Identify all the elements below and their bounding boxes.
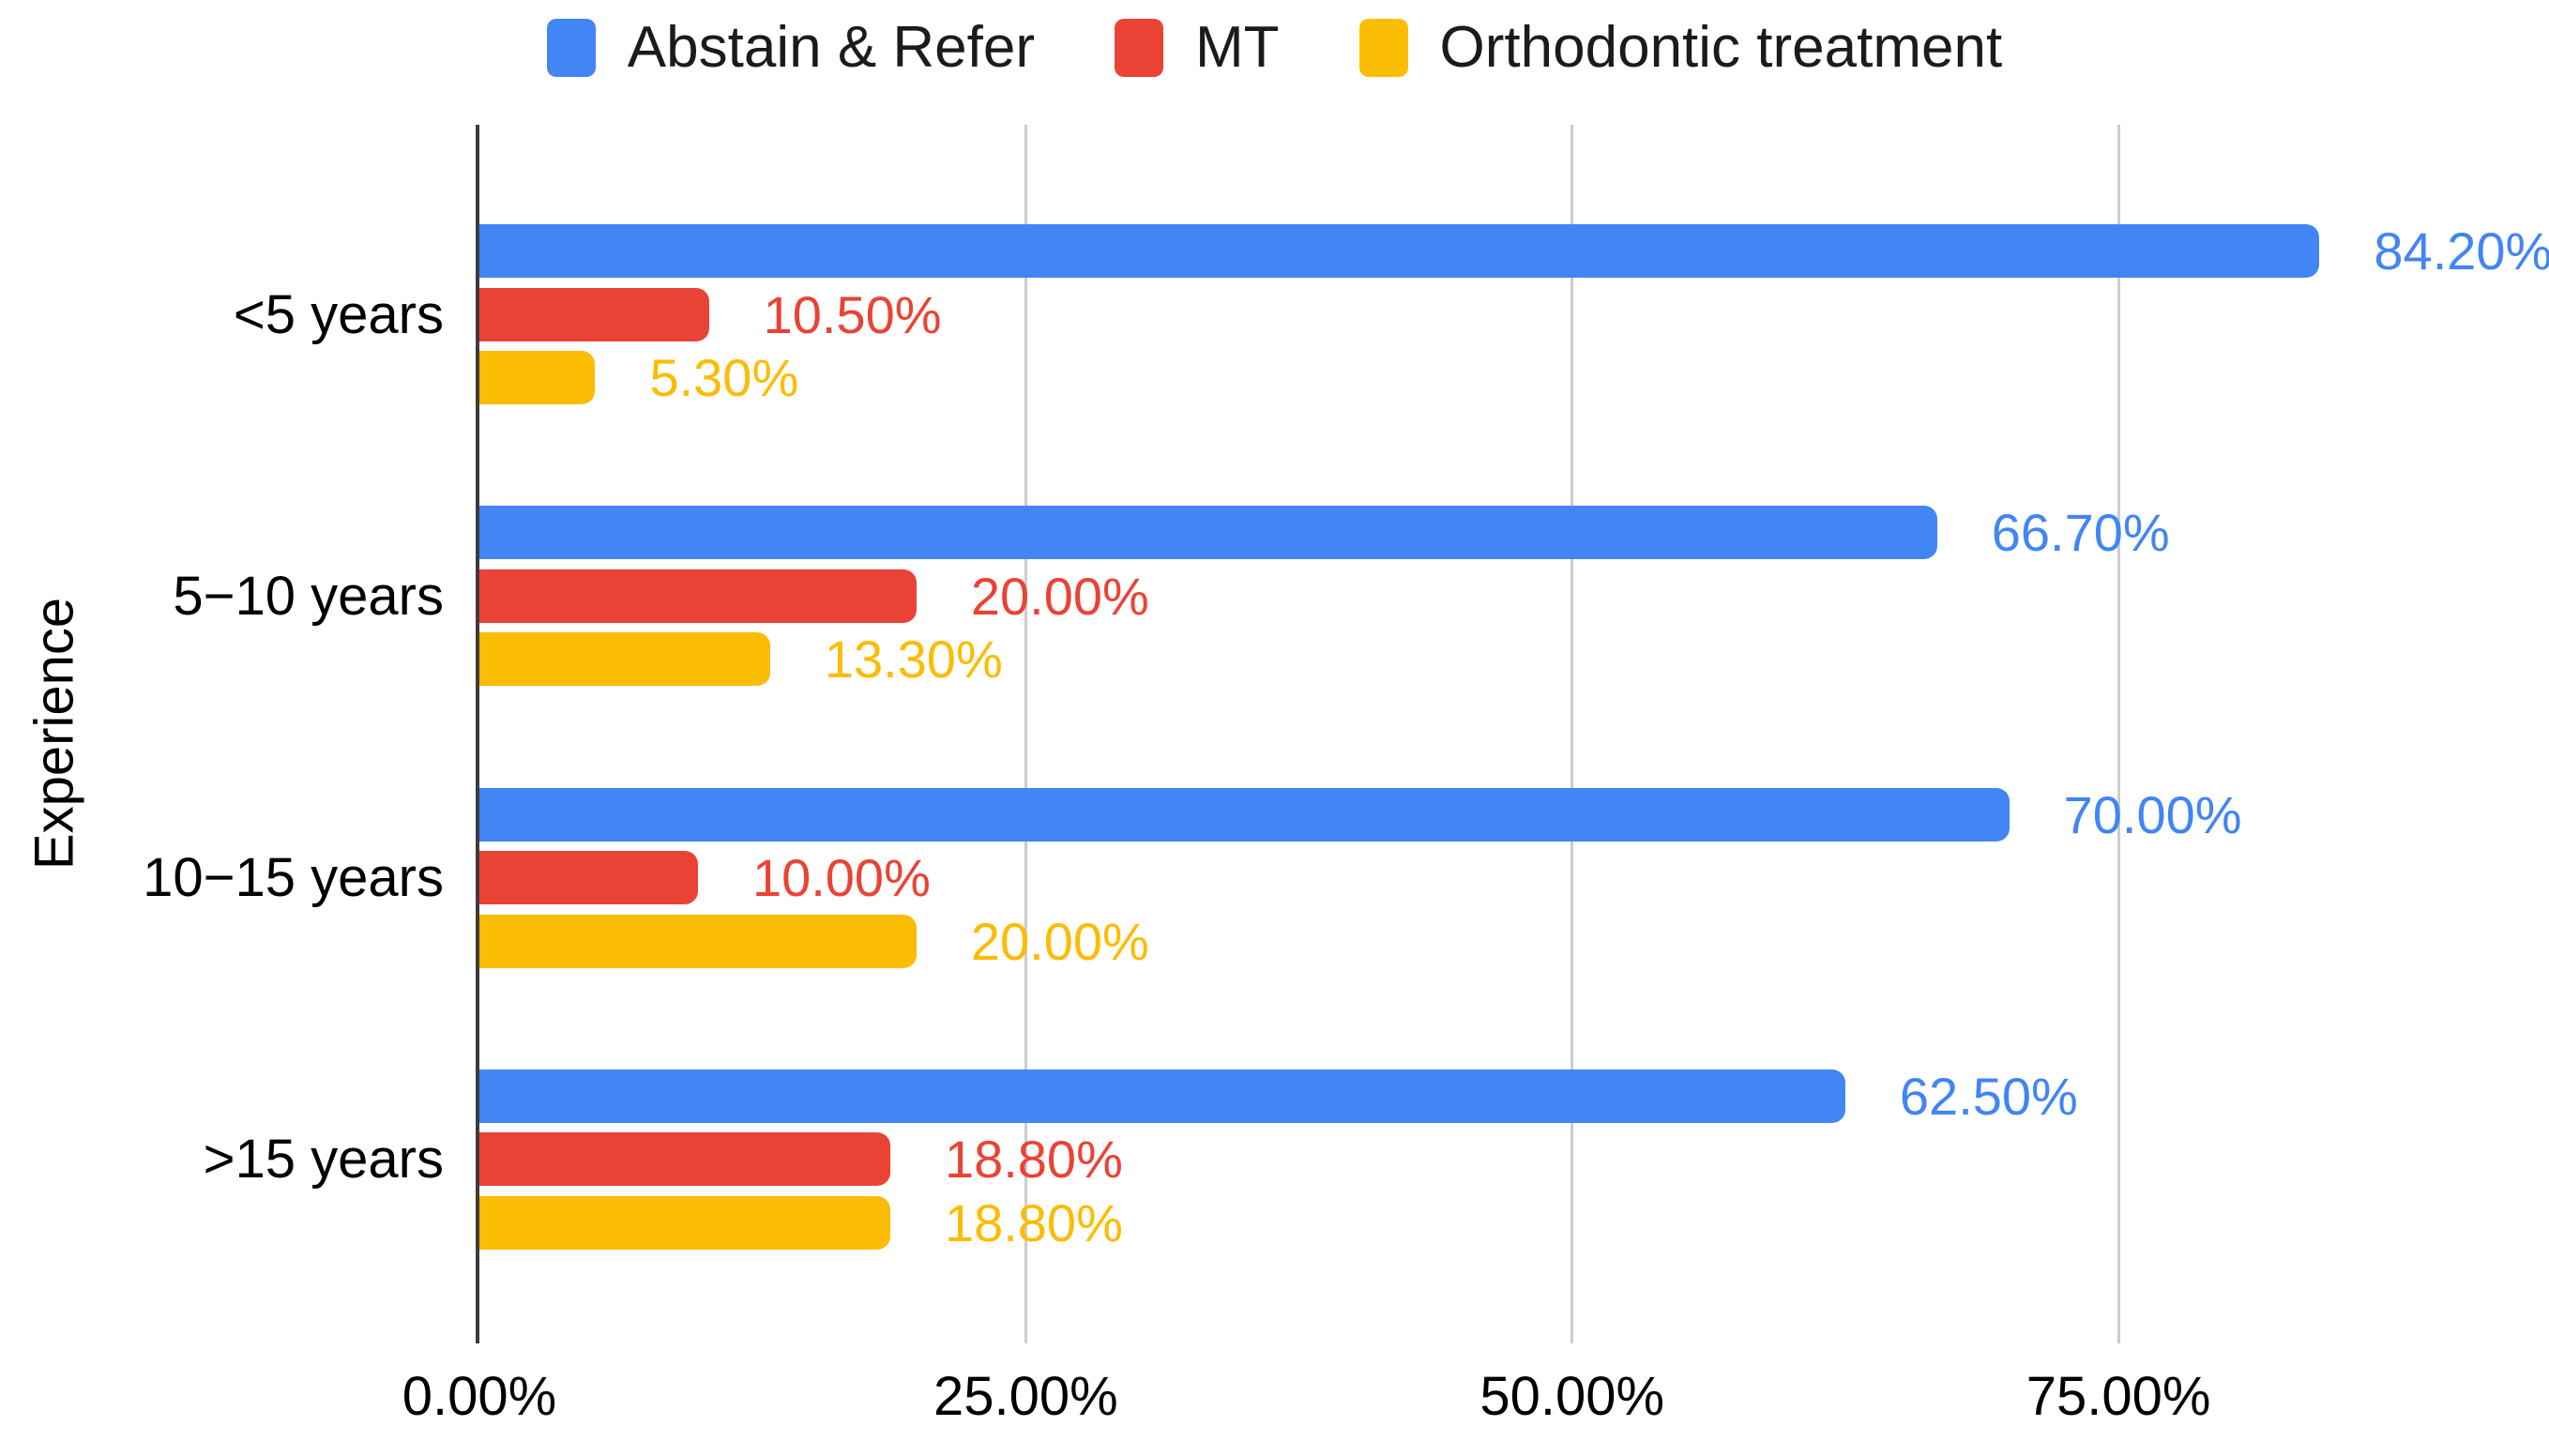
bar-abstain-refer-10-15-years [479, 787, 2010, 842]
bar-abstain-refer-5-years [479, 224, 2320, 278]
value-label-orthodontic-treatment-10-15-years: 20.00% [970, 911, 1149, 971]
legend-swatch-icon [1115, 19, 1164, 77]
x-tick-label-25-00: 25.00% [933, 1366, 1118, 1427]
legend-item-abstain-refer: Abstain & Refer [546, 15, 1036, 80]
legend-swatch-icon [1358, 19, 1408, 77]
legend-label: Abstain & Refer [627, 15, 1036, 80]
legend-item-mt: MT [1115, 19, 1280, 77]
bar-orthodontic-treatment-5-10-years [479, 632, 770, 687]
category-label-5-10-years: 5−10 years [173, 565, 444, 627]
value-label-mt-10-15-years: 10.00% [751, 848, 931, 908]
bar-orthodontic-treatment-10-15-years [479, 914, 917, 968]
y-axis-line [476, 125, 479, 1343]
bar-abstain-refer-5-10-years [479, 506, 1937, 560]
legend-label: Orthodontic treatment [1439, 15, 2003, 80]
legend-label: MT [1195, 15, 1280, 80]
value-label-abstain-refer-5-years: 84.20% [2374, 221, 2549, 281]
bar-mt-15-years [479, 1132, 890, 1187]
gridline [1570, 125, 1574, 1343]
value-label-abstain-refer-15-years: 62.50% [1899, 1066, 2078, 1126]
x-tick-label-75-00: 75.00% [2026, 1366, 2211, 1427]
bar-orthodontic-treatment-15-years [479, 1195, 890, 1250]
bar-mt-5-years [479, 287, 709, 341]
gridline [1024, 125, 1027, 1343]
gridline [2117, 125, 2120, 1343]
value-label-mt-15-years: 18.80% [944, 1130, 1123, 1190]
value-label-mt-5-years: 10.50% [763, 284, 942, 344]
category-label-10-15-years: 10−15 years [143, 847, 444, 909]
legend: Abstain & Refer MT Orthodontic treatment [0, 19, 2549, 77]
x-tick-label-0-00: 0.00% [402, 1366, 557, 1427]
bar-mt-10-15-years [479, 851, 698, 905]
value-label-abstain-refer-5-10-years: 66.70% [1991, 503, 2170, 563]
value-label-abstain-refer-10-15-years: 70.00% [2063, 784, 2242, 844]
value-label-orthodontic-treatment-5-10-years: 13.30% [824, 629, 1003, 690]
bar-orthodontic-treatment-5-years [479, 351, 596, 404]
value-label-orthodontic-treatment-5-years: 5.30% [649, 348, 799, 407]
legend-swatch-icon [546, 19, 596, 77]
legend-item-orthodontic-treatment: Orthodontic treatment [1358, 15, 2003, 80]
category-label-5-years: <5 years [233, 283, 444, 345]
category-label-15-years: >15 years [203, 1129, 444, 1191]
value-label-orthodontic-treatment-15-years: 18.80% [944, 1192, 1123, 1252]
y-axis-title: Experience [23, 597, 85, 871]
plot-area: 84.20% 10.50% 5.30% 66.70% 20.00% 13.30% 70.00… [476, 125, 2549, 1343]
x-tick-label-50-00: 50.00% [1479, 1366, 1665, 1427]
value-label-mt-5-10-years: 20.00% [970, 566, 1149, 626]
bar-abstain-refer-15-years [479, 1069, 1845, 1123]
bar-mt-5-10-years [479, 569, 917, 623]
